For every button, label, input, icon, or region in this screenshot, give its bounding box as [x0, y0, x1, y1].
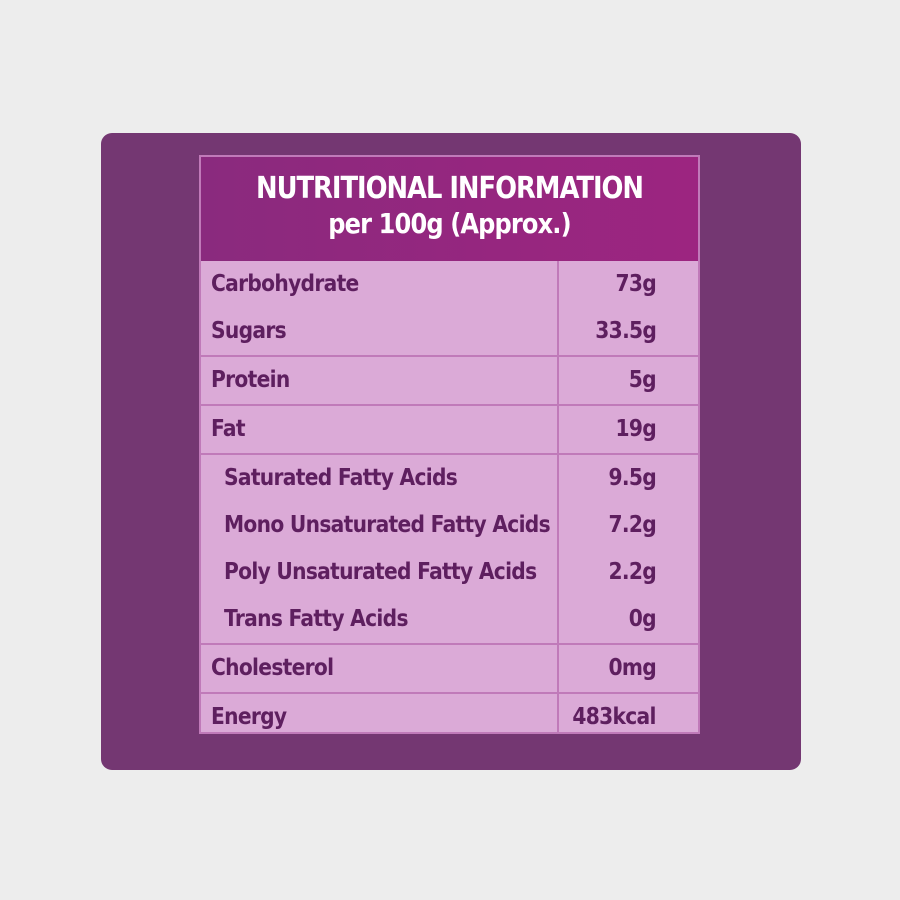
nutrient-value: 5g — [628, 367, 657, 393]
table-header: NUTRITIONAL INFORMATION per 100g (Approx… — [201, 157, 698, 261]
nutrient-label: Saturated Fatty Acids — [224, 465, 458, 491]
table-title: NUTRITIONAL INFORMATION — [256, 171, 644, 206]
nutrient-label: Mono Unsaturated Fatty Acids — [224, 512, 551, 538]
group-cholesterol: Cholesterol 0mg — [201, 643, 698, 692]
table-row: Energy 483kcal — [201, 694, 698, 741]
table-row: Protein 5g — [201, 357, 698, 404]
table-subtitle: per 100g (Approx.) — [328, 207, 571, 240]
table-row: Cholesterol 0mg — [201, 645, 698, 692]
group-energy: Energy 483kcal — [201, 692, 698, 741]
table-row: Trans Fatty Acids 0g — [201, 596, 698, 643]
table-row: Sugars 33.5g — [201, 308, 698, 355]
table-row: Fat 19g — [201, 406, 698, 453]
nutrient-value: 19g — [615, 416, 656, 442]
nutrient-value: 33.5g — [595, 318, 657, 344]
nutrient-label: Trans Fatty Acids — [224, 606, 408, 632]
nutrient-label: Sugars — [211, 318, 287, 344]
table-row: Poly Unsaturated Fatty Acids 2.2g — [201, 549, 698, 596]
table-body: Carbohydrate 73g Sugars 33.5g Protein 5g… — [201, 261, 698, 741]
group-carbohydrate: Carbohydrate 73g Sugars 33.5g — [201, 261, 698, 355]
table-row: Carbohydrate 73g — [201, 261, 698, 308]
nutrient-value: 2.2g — [608, 559, 656, 585]
table-row: Mono Unsaturated Fatty Acids 7.2g — [201, 502, 698, 549]
table-row: Saturated Fatty Acids 9.5g — [201, 455, 698, 502]
nutrition-table: NUTRITIONAL INFORMATION per 100g (Approx… — [199, 155, 700, 734]
group-fatty-acids: Saturated Fatty Acids 9.5g Mono Unsatura… — [201, 453, 698, 643]
nutrient-label: Carbohydrate — [211, 271, 359, 297]
nutrient-label: Cholesterol — [211, 655, 334, 681]
nutrient-label: Energy — [211, 704, 287, 730]
nutrient-label: Poly Unsaturated Fatty Acids — [224, 559, 537, 585]
group-protein: Protein 5g — [201, 355, 698, 404]
group-fat: Fat 19g — [201, 404, 698, 453]
nutrient-value: 9.5g — [608, 465, 656, 491]
nutrient-label: Fat — [211, 416, 246, 442]
nutrient-value: 7.2g — [608, 512, 656, 538]
nutrient-label: Protein — [211, 367, 290, 393]
nutrient-value: 0mg — [608, 655, 656, 681]
nutrient-value: 0g — [628, 606, 657, 632]
nutrient-value: 483kcal — [572, 704, 657, 730]
nutrient-value: 73g — [615, 271, 656, 297]
column-divider — [557, 261, 559, 732]
